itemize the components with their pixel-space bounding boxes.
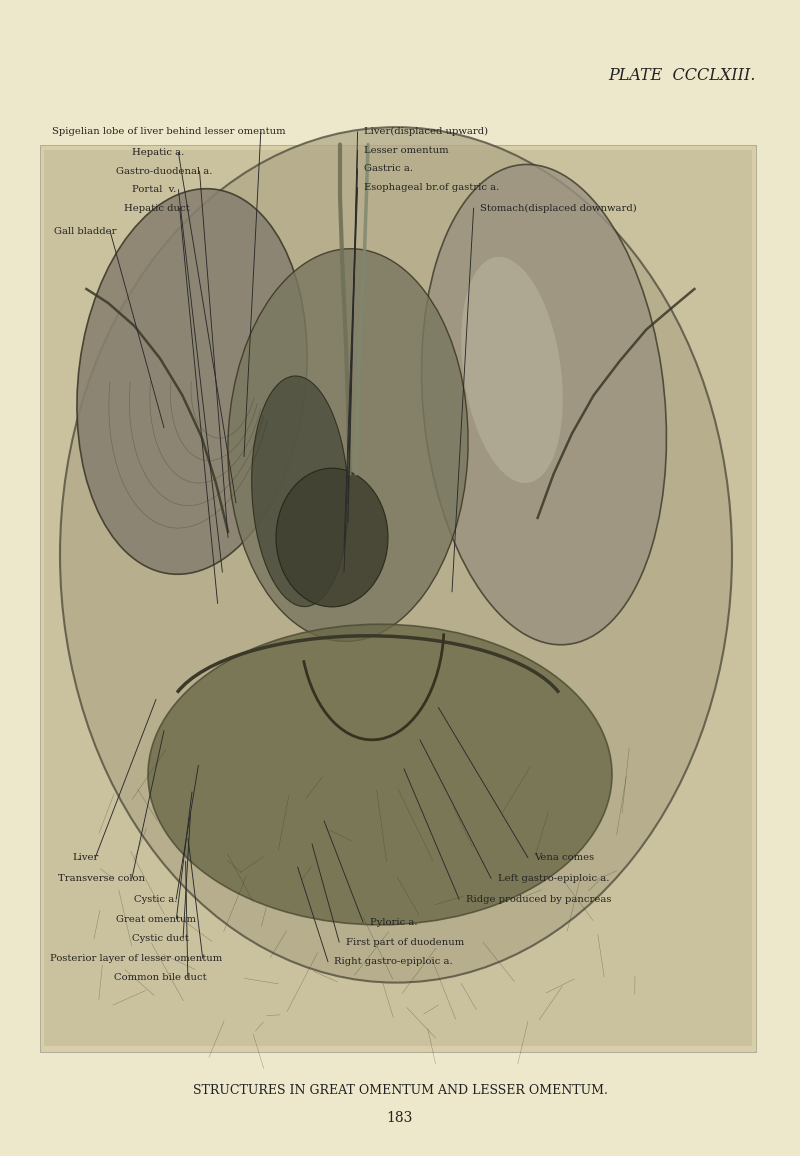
Text: Great omentum: Great omentum: [116, 914, 196, 924]
Bar: [44, 150, 752, 1046]
Text: Ridge produced by pancreas: Ridge produced by pancreas: [466, 895, 611, 904]
Text: Vena comes: Vena comes: [534, 853, 594, 862]
Text: 183: 183: [387, 1111, 413, 1125]
Text: Portal  v.: Portal v.: [132, 185, 176, 194]
Ellipse shape: [60, 127, 732, 983]
Text: Liver(displaced upward): Liver(displaced upward): [364, 127, 488, 136]
Text: Cystic duct: Cystic duct: [132, 934, 189, 943]
Text: First part of duodenum: First part of duodenum: [346, 938, 464, 947]
Text: Gastric a.: Gastric a.: [364, 164, 413, 173]
Ellipse shape: [148, 624, 612, 925]
Text: Liver: Liver: [72, 853, 98, 862]
Text: Spigelian lobe of liver behind lesser omentum: Spigelian lobe of liver behind lesser om…: [52, 127, 286, 136]
Text: Common bile duct: Common bile duct: [114, 973, 206, 983]
Text: Left gastro-epiploic a.: Left gastro-epiploic a.: [498, 874, 609, 883]
Text: Hepatic a.: Hepatic a.: [132, 148, 184, 157]
Text: Transverse colon: Transverse colon: [58, 874, 145, 883]
Text: Lesser omentum: Lesser omentum: [364, 146, 449, 155]
Text: Stomach(displaced downward): Stomach(displaced downward): [480, 203, 637, 213]
Text: Gall bladder: Gall bladder: [54, 227, 117, 236]
Text: PLATE  CCCLXIII.: PLATE CCCLXIII.: [608, 67, 755, 83]
Ellipse shape: [422, 164, 666, 645]
Text: Gastro-duodenal a.: Gastro-duodenal a.: [116, 166, 212, 176]
Text: Posterior layer of lesser omentum: Posterior layer of lesser omentum: [50, 954, 222, 963]
Ellipse shape: [276, 468, 388, 607]
Text: Esophageal br.of gastric a.: Esophageal br.of gastric a.: [364, 183, 499, 192]
Ellipse shape: [462, 257, 562, 483]
Ellipse shape: [77, 188, 307, 575]
Bar: [40, 144, 756, 1052]
Text: Hepatic duct: Hepatic duct: [124, 203, 190, 213]
Ellipse shape: [252, 376, 348, 607]
Text: STRUCTURES IN GREAT OMENTUM AND LESSER OMENTUM.: STRUCTURES IN GREAT OMENTUM AND LESSER O…: [193, 1083, 607, 1097]
Text: Pyloric a.: Pyloric a.: [370, 918, 417, 927]
Text: Cystic a.: Cystic a.: [134, 895, 178, 904]
Ellipse shape: [228, 249, 468, 642]
Text: Right gastro-epiploic a.: Right gastro-epiploic a.: [334, 957, 453, 966]
